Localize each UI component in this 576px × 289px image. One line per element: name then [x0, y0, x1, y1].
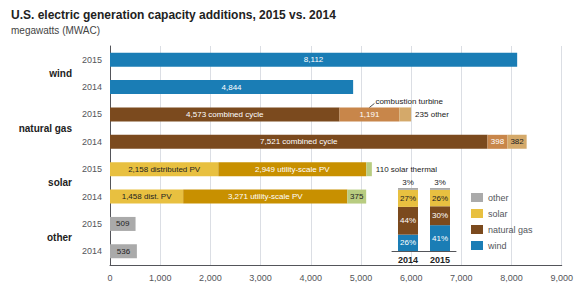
svg-text:4,573 combined cycle: 4,573 combined cycle	[186, 110, 264, 119]
svg-text:398: 398	[491, 137, 505, 146]
svg-text:1,191: 1,191	[359, 110, 380, 119]
svg-text:3,271 utility-scale PV: 3,271 utility-scale PV	[228, 192, 303, 201]
svg-text:2014: 2014	[398, 255, 418, 265]
svg-text:27%: 27%	[400, 194, 416, 203]
svg-text:2015: 2015	[82, 164, 102, 174]
svg-text:natural gas: natural gas	[19, 123, 73, 134]
svg-text:2,949 utility-scale PV: 2,949 utility-scale PV	[255, 165, 330, 174]
svg-text:2015: 2015	[82, 109, 102, 119]
svg-text:9,000: 9,000	[550, 273, 573, 283]
svg-text:26%: 26%	[432, 194, 448, 203]
svg-text:30%: 30%	[432, 211, 448, 220]
svg-text:4,000: 4,000	[300, 273, 323, 283]
svg-text:wind: wind	[48, 68, 72, 79]
svg-text:41%: 41%	[432, 234, 448, 243]
svg-text:6,000: 6,000	[400, 273, 423, 283]
svg-text:2014: 2014	[82, 82, 102, 92]
svg-text:1,458 dist. PV: 1,458 dist. PV	[122, 192, 172, 201]
svg-text:44%: 44%	[400, 216, 416, 225]
svg-text:combustion turbine: combustion turbine	[375, 97, 443, 106]
svg-text:7,000: 7,000	[450, 273, 473, 283]
svg-text:wind: wind	[487, 241, 507, 251]
svg-text:2015: 2015	[82, 219, 102, 229]
svg-text:other: other	[47, 232, 72, 243]
svg-text:536: 536	[117, 247, 131, 256]
svg-text:509: 509	[116, 219, 130, 228]
svg-text:2,000: 2,000	[199, 273, 222, 283]
svg-text:2014: 2014	[82, 246, 102, 256]
svg-text:2015: 2015	[430, 255, 450, 265]
svg-text:3,000: 3,000	[249, 273, 272, 283]
svg-text:8,000: 8,000	[500, 273, 523, 283]
svg-text:110 solar thermal: 110 solar thermal	[376, 165, 437, 174]
svg-text:3%: 3%	[402, 178, 414, 187]
svg-text:2014: 2014	[82, 192, 102, 202]
svg-text:other: other	[488, 193, 509, 203]
svg-text:3%: 3%	[434, 178, 446, 187]
svg-text:solar: solar	[48, 177, 72, 188]
svg-text:382: 382	[510, 137, 524, 146]
svg-text:U.S. electric generation capac: U.S. electric generation capacity additi…	[11, 8, 336, 22]
svg-text:2015: 2015	[82, 55, 102, 65]
svg-text:2,158 distributed PV: 2,158 distributed PV	[128, 165, 201, 174]
svg-text:solar: solar	[488, 209, 508, 219]
svg-text:natural gas: natural gas	[488, 225, 533, 235]
svg-text:5,000: 5,000	[350, 273, 373, 283]
svg-text:1,000: 1,000	[149, 273, 172, 283]
svg-text:7,521 combined cycle: 7,521 combined cycle	[260, 137, 338, 146]
svg-text:megawatts (MWAC): megawatts (MWAC)	[11, 25, 100, 36]
svg-text:26%: 26%	[400, 238, 416, 247]
svg-text:0: 0	[107, 273, 112, 283]
svg-text:235 other: 235 other	[415, 110, 449, 119]
svg-text:375: 375	[350, 192, 364, 201]
svg-text:8,112: 8,112	[304, 55, 324, 64]
svg-text:4,844: 4,844	[222, 83, 243, 92]
svg-text:2014: 2014	[82, 137, 102, 147]
